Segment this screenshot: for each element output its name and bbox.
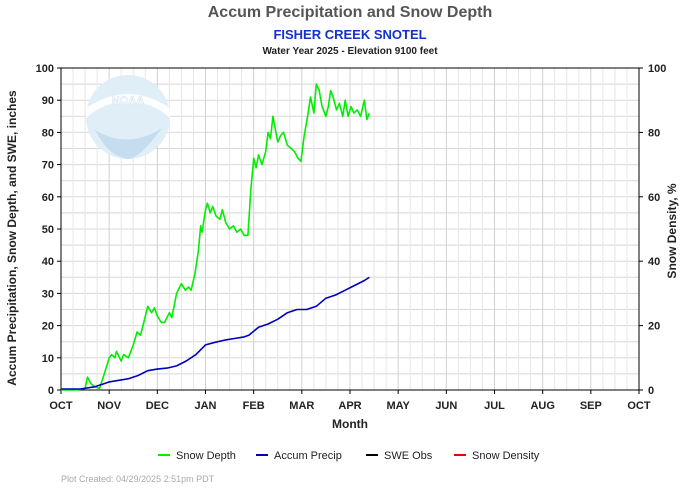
- y2-tick-label: 100: [648, 63, 666, 75]
- plot-created-footer: Plot Created: 04/29/2025 2:51pm PDT: [61, 474, 215, 484]
- legend-label-snow-depth: Snow Depth: [176, 450, 236, 462]
- x-tick-label: OCT: [627, 400, 651, 412]
- x-tick-label: AUG: [530, 400, 554, 412]
- y2-tick-label: 20: [648, 321, 660, 333]
- y-tick-label: 100: [36, 63, 54, 75]
- legend-label-snow-density: Snow Density: [472, 450, 540, 462]
- y2-tick-label: 0: [648, 385, 654, 397]
- x-tick-label: JAN: [194, 400, 216, 412]
- x-tick-label: SEP: [580, 400, 602, 412]
- x-tick-label: JUN: [435, 400, 457, 412]
- series-line-accum-precip: [61, 276, 370, 390]
- y2-tick-label: 60: [648, 192, 660, 204]
- series-line-snow-depth: [61, 83, 371, 391]
- water-year-subtitle: Water Year 2025 - Elevation 9100 feet: [262, 46, 438, 57]
- noaa-logo: NOAA: [86, 75, 170, 159]
- y-tick-label: 40: [42, 256, 54, 268]
- y2-axis-label: Snow Density, %: [665, 183, 679, 278]
- y-tick-label: 80: [42, 127, 54, 139]
- legend-label-swe-obs: SWE Obs: [384, 450, 433, 462]
- x-tick-label: FEB: [243, 400, 265, 412]
- y-tick-label: 50: [42, 224, 54, 236]
- x-axis-label: Month: [332, 417, 368, 431]
- chart-title: Accum Precipitation and Snow Depth: [207, 4, 493, 21]
- x-tick-label: APR: [338, 400, 361, 412]
- x-tick-label: NOV: [97, 400, 122, 412]
- x-tick-label: JUL: [484, 400, 505, 412]
- legend-label-accum-precip: Accum Precip: [274, 450, 342, 462]
- x-tick-label: MAR: [289, 400, 314, 412]
- y-tick-label: 30: [42, 288, 54, 300]
- y-tick-label: 20: [42, 321, 54, 333]
- y-tick-label: 90: [42, 95, 54, 107]
- y-tick-label: 10: [42, 353, 54, 365]
- y-tick-label: 70: [42, 160, 54, 172]
- x-tick-label: OCT: [49, 400, 73, 412]
- station-subtitle: FISHER CREEK SNOTEL: [273, 27, 427, 42]
- y-axis-label: Accum Precipitation, Snow Depth, and SWE…: [5, 90, 19, 386]
- x-tick-label: MAY: [386, 400, 410, 412]
- y2-tick-label: 80: [648, 127, 660, 139]
- noaa-logo-text: NOAA: [112, 95, 144, 107]
- x-tick-label: DEC: [146, 400, 169, 412]
- y-tick-label: 60: [42, 192, 54, 204]
- y2-tick-label: 40: [648, 256, 660, 268]
- y-tick-label: 0: [48, 385, 54, 397]
